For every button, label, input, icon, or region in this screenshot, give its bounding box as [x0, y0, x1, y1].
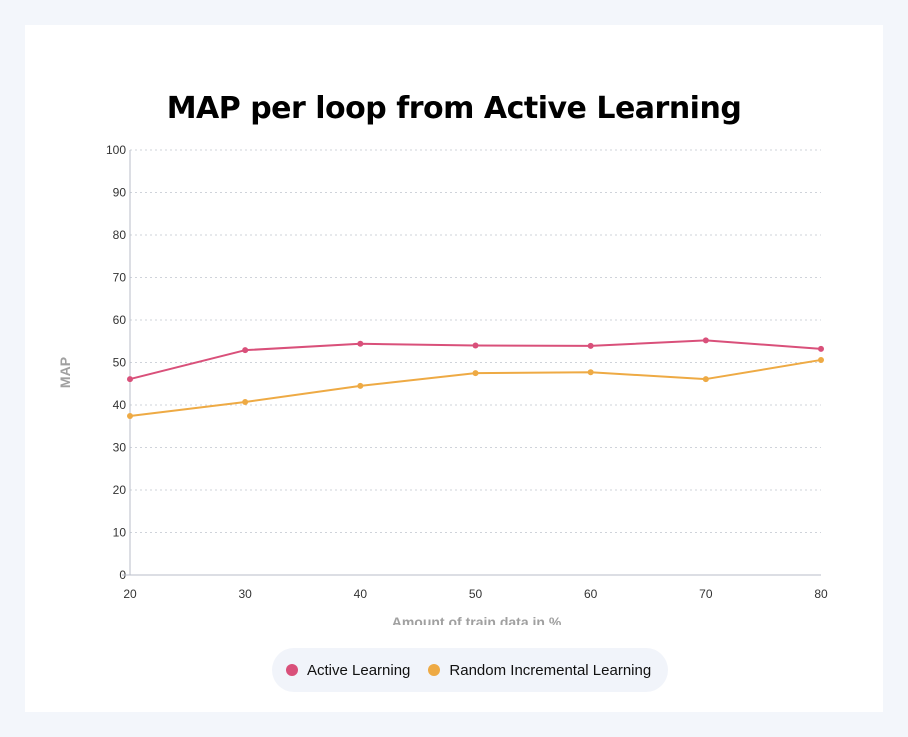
data-point-active-learning[interactable] — [818, 345, 824, 352]
chart-title: MAP per loop from Active Learning — [166, 91, 742, 126]
y-tick-label: 80 — [113, 228, 127, 242]
grid-lines — [130, 149, 821, 533]
data-point-active-learning[interactable] — [127, 376, 133, 383]
legend-dot-random-incremental-learning — [428, 664, 441, 676]
chart-card: MAP per loop from Active Learning 0 10 20 3… — [25, 25, 883, 712]
legend: Active Learning Random Incremental Learn… — [272, 648, 669, 692]
data-point-random-incremental-learning[interactable] — [818, 356, 824, 363]
x-tick-labels: 20 30 40 50 60 70 80 — [123, 587, 828, 601]
data-point-random-incremental-learning[interactable] — [242, 399, 249, 406]
legend-label-active-learning: Active Learning — [307, 661, 411, 679]
y-tick-label: 70 — [113, 271, 127, 285]
data-point-active-learning[interactable] — [357, 340, 364, 347]
x-tick-label: 30 — [238, 587, 252, 601]
legend-dot-active-learning — [286, 664, 298, 676]
y-tick-label: 100 — [106, 143, 126, 157]
data-point-active-learning[interactable] — [587, 342, 594, 349]
data-point-random-incremental-learning[interactable] — [587, 369, 594, 376]
x-axis-title: Amount of train data in % — [392, 614, 562, 625]
y-tick-label: 90 — [113, 186, 127, 200]
x-tick-label: 20 — [123, 587, 137, 601]
legend-item-active-learning[interactable]: Active Learning — [286, 662, 410, 679]
data-point-random-incremental-learning[interactable] — [702, 376, 709, 383]
data-point-random-incremental-learning[interactable] — [127, 413, 133, 420]
y-tick-label: 50 — [113, 356, 127, 370]
x-tick-label: 70 — [699, 587, 713, 601]
y-tick-label: 20 — [113, 483, 127, 497]
y-tick-label: 30 — [113, 441, 127, 455]
y-tick-label: 60 — [113, 313, 127, 327]
data-point-random-incremental-learning[interactable] — [472, 370, 479, 377]
legend-item-random-incremental-learning[interactable]: Random Incremental Learning — [428, 662, 651, 679]
x-tick-label: 80 — [814, 587, 828, 601]
y-tick-label: 10 — [113, 526, 127, 540]
x-tick-label: 40 — [354, 587, 368, 601]
data-point-active-learning[interactable] — [242, 347, 249, 354]
data-point-active-learning[interactable] — [702, 337, 709, 344]
y-axis-title: MAP — [57, 357, 73, 388]
data-point-active-learning[interactable] — [472, 342, 479, 349]
x-tick-label: 50 — [469, 587, 483, 601]
x-tick-label: 60 — [584, 587, 598, 601]
legend-label-random-incremental-learning: Random Incremental Learning — [449, 661, 652, 679]
series-layer — [127, 337, 824, 420]
series-line-random-incremental-learning — [129, 358, 822, 418]
data-point-random-incremental-learning[interactable] — [357, 382, 364, 389]
y-tick-label: 40 — [113, 398, 127, 412]
